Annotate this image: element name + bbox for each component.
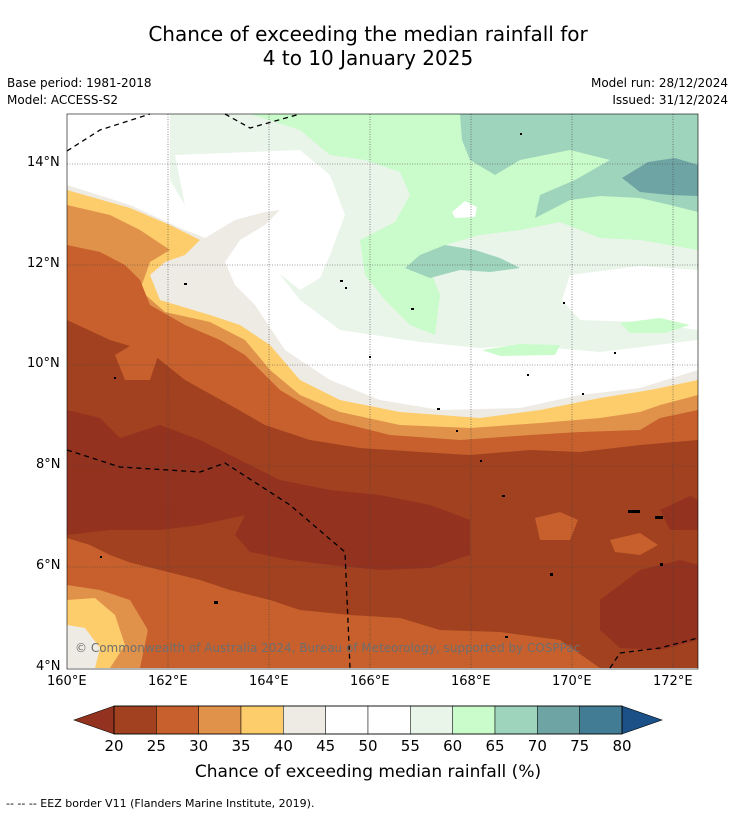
band-60-65-south [482, 344, 560, 356]
colorbar-label: 25 [146, 737, 166, 755]
band-70-75 [622, 158, 698, 196]
band-sw-grey [67, 625, 100, 668]
model-run: Model run: 28/12/2024 [590, 76, 728, 90]
title-line-2: 4 to 10 January 2025 [262, 46, 474, 70]
colorbar-under-arrow [73, 705, 115, 735]
colorbar-label: 65 [485, 737, 505, 755]
band-25-30-blob-2 [610, 533, 658, 555]
lon-label-164: 164°E [249, 674, 289, 689]
map-frame [66, 113, 699, 670]
colorbar-title: Chance of exceeding median rainfall (%) [194, 762, 542, 782]
model-name: Model: ACCESS-S2 [7, 93, 119, 107]
colorbar-label: 75 [570, 737, 590, 755]
band-below-20-east [600, 560, 698, 650]
colorbar-cell [156, 705, 199, 735]
eez-border [66, 113, 699, 669]
lon-label-166: 166°E [350, 674, 390, 689]
colorbar-over-arrow [621, 705, 663, 735]
colorbar-label: 55 [400, 737, 420, 755]
band-60-65 [250, 114, 698, 335]
lat-label-14: 14°N [27, 155, 60, 170]
band-sw-dark [67, 545, 175, 668]
colorbar-label: 70 [527, 737, 547, 755]
band-white-east [562, 266, 698, 330]
colorbar-label: 35 [231, 737, 251, 755]
band-65-70 [460, 114, 698, 218]
band-60-65-spot [452, 201, 477, 218]
issued-date: Issued: 31/12/2024 [612, 93, 728, 107]
graticule [67, 114, 698, 668]
colorbar-label: 60 [443, 737, 463, 755]
colorbar-label: 30 [189, 737, 209, 755]
colorbar-cell [325, 705, 369, 735]
lat-label-12: 12°N [27, 256, 60, 271]
lat-label-8: 8°N [36, 457, 61, 472]
lon-label-170: 170°E [552, 674, 592, 689]
colorbar-cell [494, 705, 538, 735]
lat-label-6: 6°N [36, 558, 61, 573]
lon-label-160: 160°E [47, 674, 87, 689]
base-period: Base period: 1981-2018 [7, 76, 152, 90]
colorbar-cell [410, 705, 453, 735]
band-20-25 [67, 320, 698, 668]
colorbar-cell [283, 705, 326, 735]
colorbar-cell [579, 705, 623, 735]
colorbar-cell [537, 705, 580, 735]
band-below-20-east-2 [660, 496, 698, 530]
lat-label-10: 10°N [27, 356, 60, 371]
band-25-30-blob-3 [115, 340, 160, 380]
lon-label-168: 168°E [451, 674, 491, 689]
lat-label-4: 4°N [36, 659, 61, 674]
colorbar-label: 45 [316, 737, 336, 755]
island-markers [100, 133, 663, 638]
band-60-65-east [620, 318, 690, 333]
copyright-notice: © Commonwealth of Australia 2024, Bureau… [75, 641, 581, 655]
title-line-1: Chance of exceeding the median rainfall … [148, 22, 588, 46]
lon-label-172: 172°E [653, 674, 693, 689]
band-25-30-blob-1 [535, 512, 578, 540]
colorbar-cell [240, 705, 284, 735]
colorbar-cell [113, 705, 157, 735]
colorbar-label: 80 [612, 737, 632, 755]
lon-label-162: 162°E [148, 674, 188, 689]
colorbar-label: 40 [273, 737, 293, 755]
eez-footnote: -- -- -- EEZ border V11 (Flanders Marine… [6, 797, 315, 810]
colorbar [73, 705, 663, 735]
colorbar-cell [367, 705, 411, 735]
band-65-70-patch [405, 245, 520, 278]
colorbar-cell [452, 705, 496, 735]
colorbar-cell [198, 705, 242, 735]
colorbar-label: 50 [358, 737, 378, 755]
colorbar-label: 20 [104, 737, 124, 755]
